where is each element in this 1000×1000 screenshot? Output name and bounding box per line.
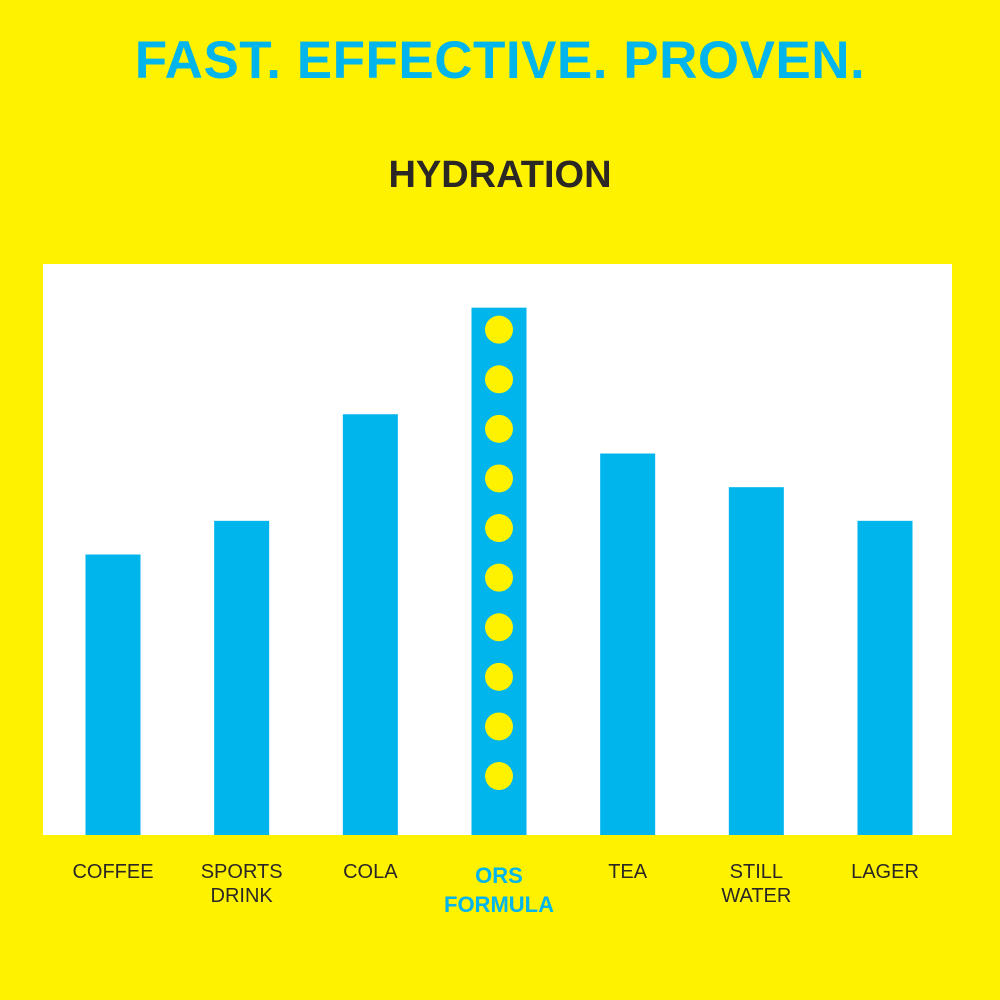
headline: FAST. EFFECTIVE. PROVEN. bbox=[134, 31, 866, 90]
bar-dot bbox=[485, 563, 513, 592]
plot-area bbox=[43, 264, 952, 835]
bar-sports-drink bbox=[214, 520, 270, 835]
bar-lager bbox=[857, 520, 913, 835]
bar-dot bbox=[485, 613, 513, 642]
chart-title: HYDRATION bbox=[388, 154, 612, 196]
category-label-lager: LAGER bbox=[851, 861, 919, 883]
category-label-coffee: COFFEE bbox=[72, 861, 154, 883]
category-labels: COFFEE SPORTS DRINK COLA ORS FORMULA TEA STIL… bbox=[0, 860, 1000, 920]
category-label-cola: COLA bbox=[343, 861, 398, 883]
bar-tea bbox=[600, 453, 656, 835]
bar-dot bbox=[485, 414, 513, 443]
bar-dot bbox=[485, 662, 513, 691]
bar-dot bbox=[485, 365, 513, 394]
bar-cola bbox=[342, 414, 398, 835]
bar-chart bbox=[85, 307, 913, 835]
bar-dot bbox=[485, 712, 513, 741]
bar-dot bbox=[485, 464, 513, 493]
category-label-sports-drink: SPORTS DRINK bbox=[200, 861, 283, 907]
bar-dot bbox=[485, 762, 513, 791]
category-label-ors-formula: ORS FORMULA bbox=[444, 863, 554, 917]
category-label-still-water: STILL WATER bbox=[721, 861, 792, 907]
bar-dot bbox=[485, 315, 513, 344]
bar-still-water bbox=[728, 487, 784, 835]
category-label-tea: TEA bbox=[608, 861, 648, 883]
bar-coffee bbox=[85, 554, 141, 835]
bar-dot bbox=[485, 514, 513, 543]
